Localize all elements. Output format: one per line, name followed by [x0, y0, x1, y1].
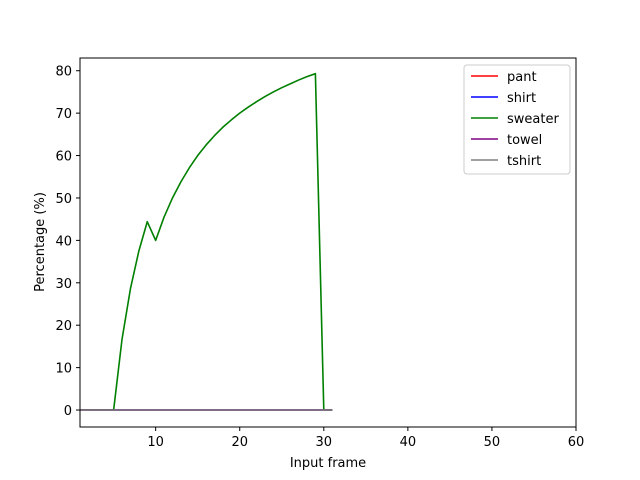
x-tick-label: 50 [484, 435, 501, 450]
legend-label-shirt: shirt [507, 91, 536, 106]
x-tick-label: 10 [147, 435, 164, 450]
y-tick-label: 80 [55, 65, 72, 80]
axes-frame [79, 57, 577, 428]
legend-box [463, 64, 571, 175]
legend-label-pant: pant [507, 70, 537, 85]
y-tick-label: 50 [55, 192, 72, 207]
y-tick-label: 10 [55, 362, 72, 377]
y-tick-label: 30 [55, 277, 72, 292]
ticks-layer: 10 20 30 40 50 60 0 10 20 30 40 50 60 70 80 [55, 65, 584, 450]
x-axis-title: Input frame [290, 456, 366, 471]
y-tick-label: 40 [55, 234, 72, 249]
y-tick-label: 20 [55, 319, 72, 334]
legend-label-towel: towel [507, 133, 542, 148]
legend-label-sweater: sweater [507, 112, 559, 127]
x-tick-label: 20 [231, 435, 248, 450]
legend: pant shirt sweater towel tshirt [463, 64, 571, 175]
y-tick-label: 0 [64, 404, 72, 419]
series-line-sweater [80, 72, 333, 411]
y-tick-label: 70 [55, 107, 72, 122]
legend-label-tshirt: tshirt [507, 154, 541, 169]
x-tick-label: 30 [316, 435, 333, 450]
x-tick-label: 40 [400, 435, 417, 450]
series-layer [80, 72, 333, 411]
y-axis-title: Percentage (%) [33, 192, 48, 292]
x-tick-label: 60 [568, 435, 585, 450]
y-tick-label: 60 [55, 150, 72, 165]
